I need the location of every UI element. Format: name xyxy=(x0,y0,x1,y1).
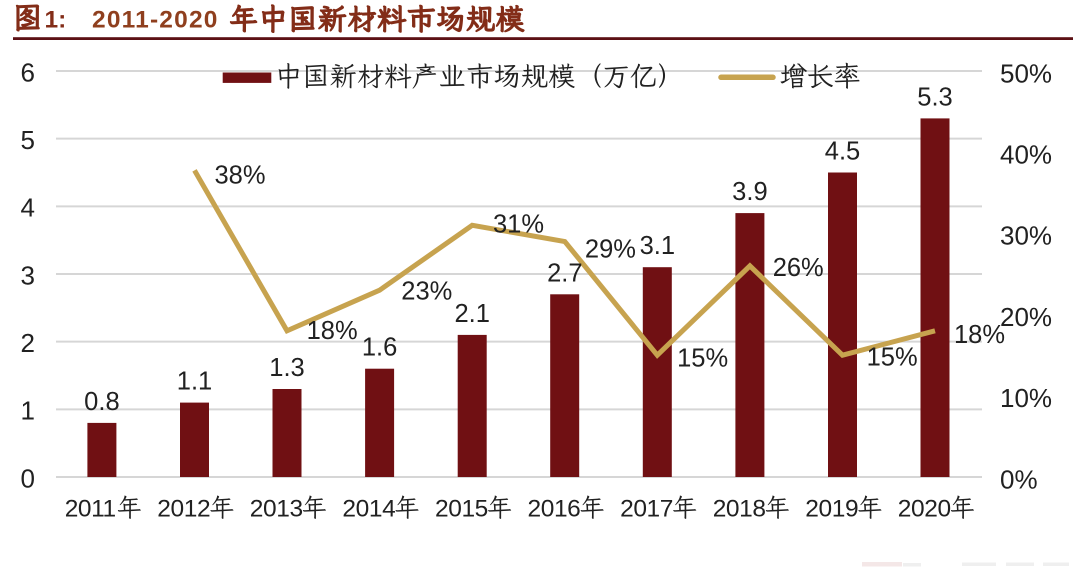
svg-text:20%: 20% xyxy=(1000,302,1052,332)
svg-text:2.1: 2.1 xyxy=(454,300,489,328)
svg-text:0: 0 xyxy=(21,463,35,493)
svg-text:2018: 2018 xyxy=(713,495,766,522)
svg-text:1: 1 xyxy=(21,396,35,426)
svg-text:2012: 2012 xyxy=(157,495,210,522)
svg-text:1.1: 1.1 xyxy=(177,368,212,396)
svg-text:29%: 29% xyxy=(585,236,636,264)
svg-text:31%: 31% xyxy=(493,211,544,239)
svg-text:2013: 2013 xyxy=(250,495,303,522)
svg-text:18%: 18% xyxy=(307,317,358,345)
svg-text:23%: 23% xyxy=(401,278,452,306)
svg-text:2014: 2014 xyxy=(342,495,395,522)
svg-text:0.8: 0.8 xyxy=(84,388,119,416)
svg-text:2016: 2016 xyxy=(528,495,581,522)
svg-text:3: 3 xyxy=(21,260,35,290)
svg-text:18%: 18% xyxy=(954,321,1005,349)
svg-text:5: 5 xyxy=(21,125,35,155)
svg-text:4.5: 4.5 xyxy=(825,138,860,166)
svg-text:4: 4 xyxy=(21,193,35,223)
svg-text:0%: 0% xyxy=(1000,464,1038,494)
svg-text:2011-2020: 2011-2020 xyxy=(92,6,219,33)
svg-text:10%: 10% xyxy=(1000,383,1052,413)
svg-text:50%: 50% xyxy=(1000,58,1052,88)
svg-text:15%: 15% xyxy=(677,345,728,373)
svg-text:2020: 2020 xyxy=(898,495,951,522)
svg-text:2015: 2015 xyxy=(435,495,488,522)
svg-text:30%: 30% xyxy=(1000,221,1052,251)
svg-text:40%: 40% xyxy=(1000,140,1052,170)
svg-text:6: 6 xyxy=(21,57,35,87)
svg-text:1:: 1: xyxy=(45,6,67,33)
svg-text:3.1: 3.1 xyxy=(640,232,675,260)
svg-text:2.7: 2.7 xyxy=(547,259,582,287)
svg-text:3.9: 3.9 xyxy=(732,178,767,206)
svg-text:2019: 2019 xyxy=(805,495,858,522)
svg-text:2017: 2017 xyxy=(620,495,673,522)
svg-text:38%: 38% xyxy=(215,162,266,190)
svg-text:1.3: 1.3 xyxy=(269,354,304,382)
svg-text:5.3: 5.3 xyxy=(917,83,952,111)
svg-text:2011: 2011 xyxy=(65,495,116,522)
svg-text:1.6: 1.6 xyxy=(362,334,397,362)
svg-text:26%: 26% xyxy=(773,254,824,282)
svg-text:15%: 15% xyxy=(867,344,918,372)
svg-text:2: 2 xyxy=(21,328,35,358)
